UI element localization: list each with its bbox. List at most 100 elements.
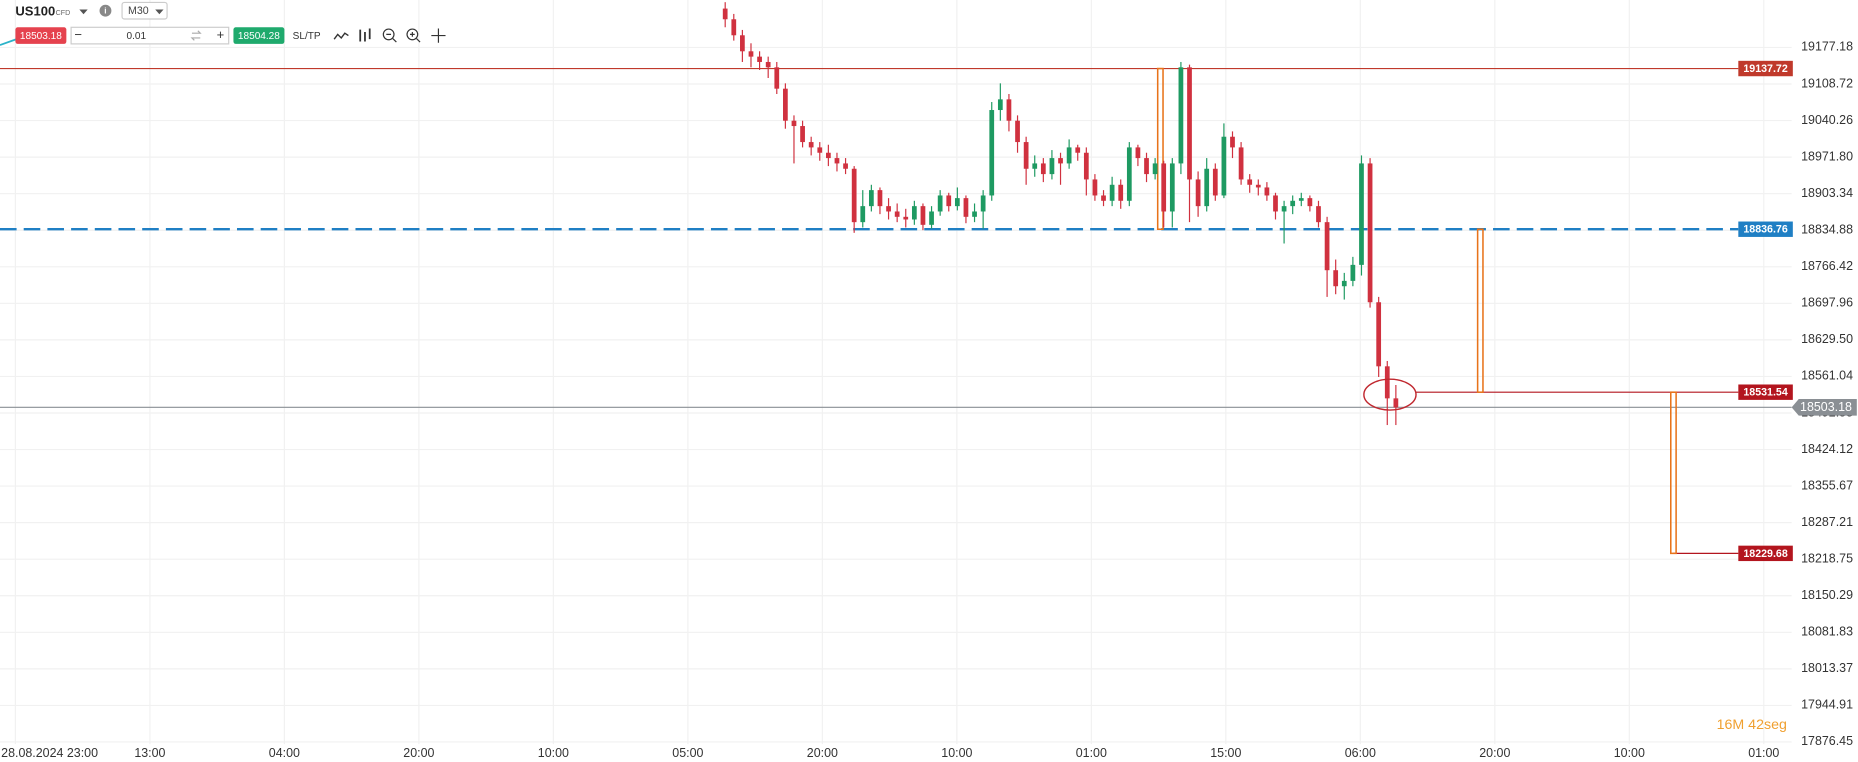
candle-body xyxy=(834,158,840,164)
candle-body xyxy=(903,216,909,220)
zoom-out-icon[interactable] xyxy=(382,28,395,41)
y-tick-label: 18218.75 xyxy=(1801,551,1853,565)
x-tick-label: 06:00 xyxy=(1345,746,1376,760)
candle-body xyxy=(1221,136,1227,196)
axis: 19177.18 19108.72 19040.26 18971.80 18903.34… xyxy=(1,40,1857,760)
y-tick-label: 19108.72 xyxy=(1801,76,1853,90)
candle-body xyxy=(1333,270,1339,287)
candle-body xyxy=(1316,206,1321,223)
current-price-tag xyxy=(1791,399,1857,416)
candle-body xyxy=(1281,206,1287,212)
candle-body xyxy=(1187,67,1192,180)
symbol[interactable]: US100 xyxy=(15,3,55,18)
candle-body xyxy=(1238,147,1244,180)
candle-body xyxy=(954,198,960,207)
timeframe: M30 xyxy=(128,5,149,17)
candle-body xyxy=(989,110,995,196)
candle-body xyxy=(1307,198,1313,207)
x-tick-label: 10:00 xyxy=(1614,746,1645,760)
candle-body xyxy=(1384,366,1390,399)
price-level-tag xyxy=(1738,384,1793,400)
candles xyxy=(722,2,1399,426)
sell-button[interactable] xyxy=(15,27,67,44)
candle-body xyxy=(731,19,737,36)
zoom-in-glyph xyxy=(409,32,421,43)
symbol-dropdown[interactable] xyxy=(79,9,88,15)
zoom-in-icon[interactable] xyxy=(406,28,419,41)
candle-body xyxy=(1144,158,1149,175)
x-tick-label: 10:00 xyxy=(941,746,972,760)
order-connector xyxy=(1476,228,1484,393)
candle-body xyxy=(1195,179,1201,207)
candle-body xyxy=(748,51,754,57)
candle-body xyxy=(1212,168,1218,196)
y-tick-label: 18971.80 xyxy=(1801,149,1853,163)
line-chart-icon[interactable] xyxy=(333,32,349,40)
price-level-tag xyxy=(1738,545,1793,562)
x-tick-label: 15:00 xyxy=(1210,746,1241,760)
x-tick-label: 01:00 xyxy=(1748,746,1779,760)
lot-swap-icon[interactable] xyxy=(190,30,202,41)
candle-body xyxy=(920,206,926,225)
sell-price: 18503.18 xyxy=(20,31,62,42)
candle-body xyxy=(817,147,823,153)
candle-body xyxy=(894,211,900,217)
current-price-label: 18503.18 xyxy=(1800,400,1852,414)
crosshair-icon[interactable] xyxy=(431,28,446,43)
candle-body xyxy=(774,67,780,89)
candle-body xyxy=(1393,398,1399,408)
candle-body xyxy=(1109,184,1115,201)
candle-body xyxy=(1298,198,1304,201)
y-tick-label: 18150.29 xyxy=(1801,588,1853,602)
candle-body xyxy=(860,206,866,223)
price-level-tag xyxy=(1738,221,1793,237)
candle-chart-icon[interactable] xyxy=(359,28,371,42)
y-tick-label: 17944.91 xyxy=(1801,698,1853,712)
candle-body xyxy=(1135,147,1141,159)
lot-input[interactable] xyxy=(70,26,230,45)
candle-body xyxy=(877,190,883,207)
x-tick-label: 20:00 xyxy=(807,746,838,760)
candle-body xyxy=(1273,195,1278,212)
highlight-ellipse xyxy=(1363,378,1417,411)
x-tick-label: 10:00 xyxy=(538,746,569,760)
candle-body xyxy=(1324,222,1330,271)
candle-body xyxy=(1350,264,1356,281)
buy-button[interactable] xyxy=(233,27,285,44)
sltp-button[interactable]: SL/TP xyxy=(293,31,321,42)
indicator-fragment xyxy=(0,38,17,46)
info-icon[interactable] xyxy=(99,4,112,17)
candle-body xyxy=(946,195,952,207)
lot-plus[interactable]: + xyxy=(217,27,225,42)
symbol-type: CFD xyxy=(56,9,71,17)
candle-body xyxy=(1058,158,1063,164)
candle-body xyxy=(791,120,797,127)
candle-body xyxy=(886,206,891,212)
timeframe-dropdown xyxy=(155,9,164,15)
candle-body xyxy=(1032,163,1038,169)
y-tick-label: 19177.18 xyxy=(1801,40,1853,54)
order-connector xyxy=(1670,391,1677,555)
candle-body xyxy=(808,142,814,148)
candle-body xyxy=(1066,147,1072,164)
candle-body xyxy=(1083,152,1089,180)
lot-minus[interactable]: − xyxy=(74,27,82,42)
candle-body xyxy=(722,8,728,20)
candle-body xyxy=(1126,147,1132,201)
x-tick-label: 28.08.2024 23:00 xyxy=(1,746,98,760)
buy-price: 18504.28 xyxy=(238,31,280,42)
candle-body xyxy=(1075,147,1081,153)
x-tick-label: 05:00 xyxy=(672,746,703,760)
candle-body xyxy=(1092,179,1098,196)
y-tick-label: 18766.42 xyxy=(1801,259,1853,273)
candle-body xyxy=(826,152,831,159)
candle-body xyxy=(1023,142,1029,169)
info-glyph: i xyxy=(104,5,106,15)
candle-body xyxy=(1247,179,1253,185)
candle-body xyxy=(1178,67,1184,164)
candle-body xyxy=(1152,163,1158,175)
price-level-tag xyxy=(1738,60,1793,77)
timeframe-box[interactable] xyxy=(121,1,168,20)
